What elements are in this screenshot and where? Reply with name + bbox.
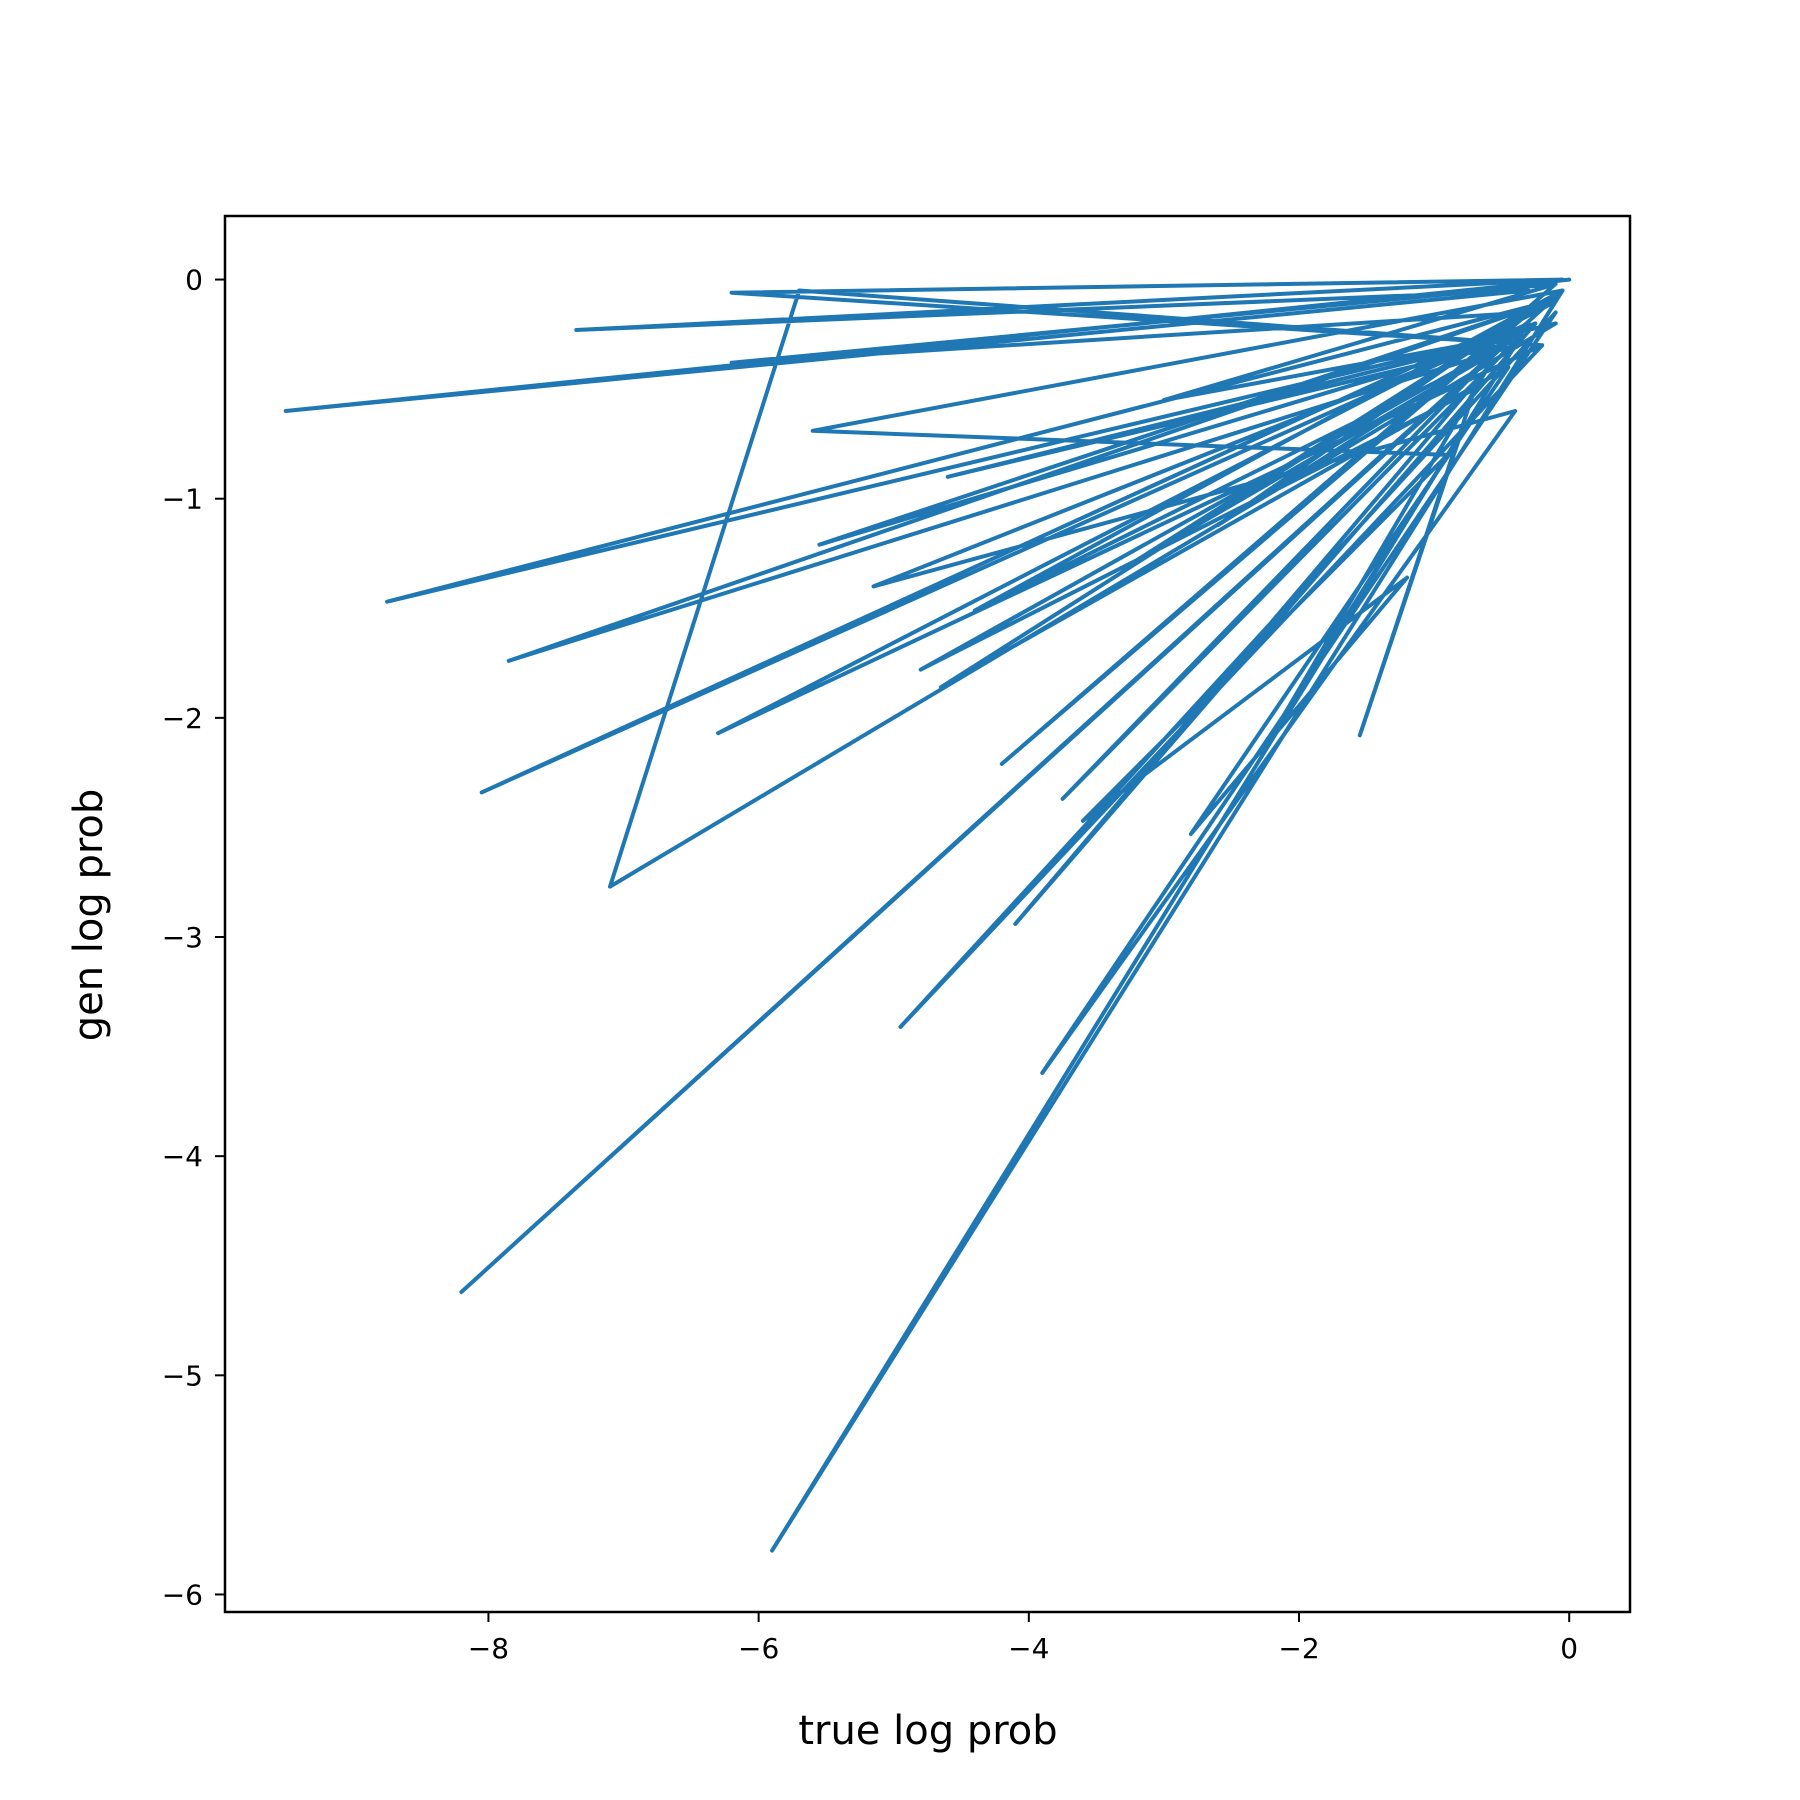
x-tick-label: −6	[738, 1632, 779, 1665]
y-axis-label: gen log prob	[66, 789, 112, 1042]
y-tick-label: −4	[162, 1140, 203, 1173]
y-tick-label: −6	[162, 1578, 203, 1611]
y-tick-label: −3	[162, 921, 203, 954]
plot-area	[283, 277, 1572, 1553]
x-tick-label: −2	[1278, 1632, 1319, 1665]
x-tick-label: 0	[1560, 1632, 1578, 1665]
y-axis-ticks: 0 −1 −2 −3 −4 −5 −6	[162, 264, 225, 1611]
axes-frame	[223, 214, 1632, 1614]
y-tick-label: −5	[162, 1359, 203, 1392]
y-tick-label: −2	[162, 702, 203, 735]
x-tick-label: −8	[468, 1632, 509, 1665]
y-tick-label: 0	[185, 264, 203, 297]
series-line-0	[283, 277, 1572, 1553]
x-axis-ticks: −8 −6 −4 −2 0	[468, 1612, 1578, 1665]
x-axis-label: true log prob	[798, 1708, 1057, 1754]
x-tick-label: −4	[1008, 1632, 1049, 1665]
y-tick-label: −1	[162, 483, 203, 516]
